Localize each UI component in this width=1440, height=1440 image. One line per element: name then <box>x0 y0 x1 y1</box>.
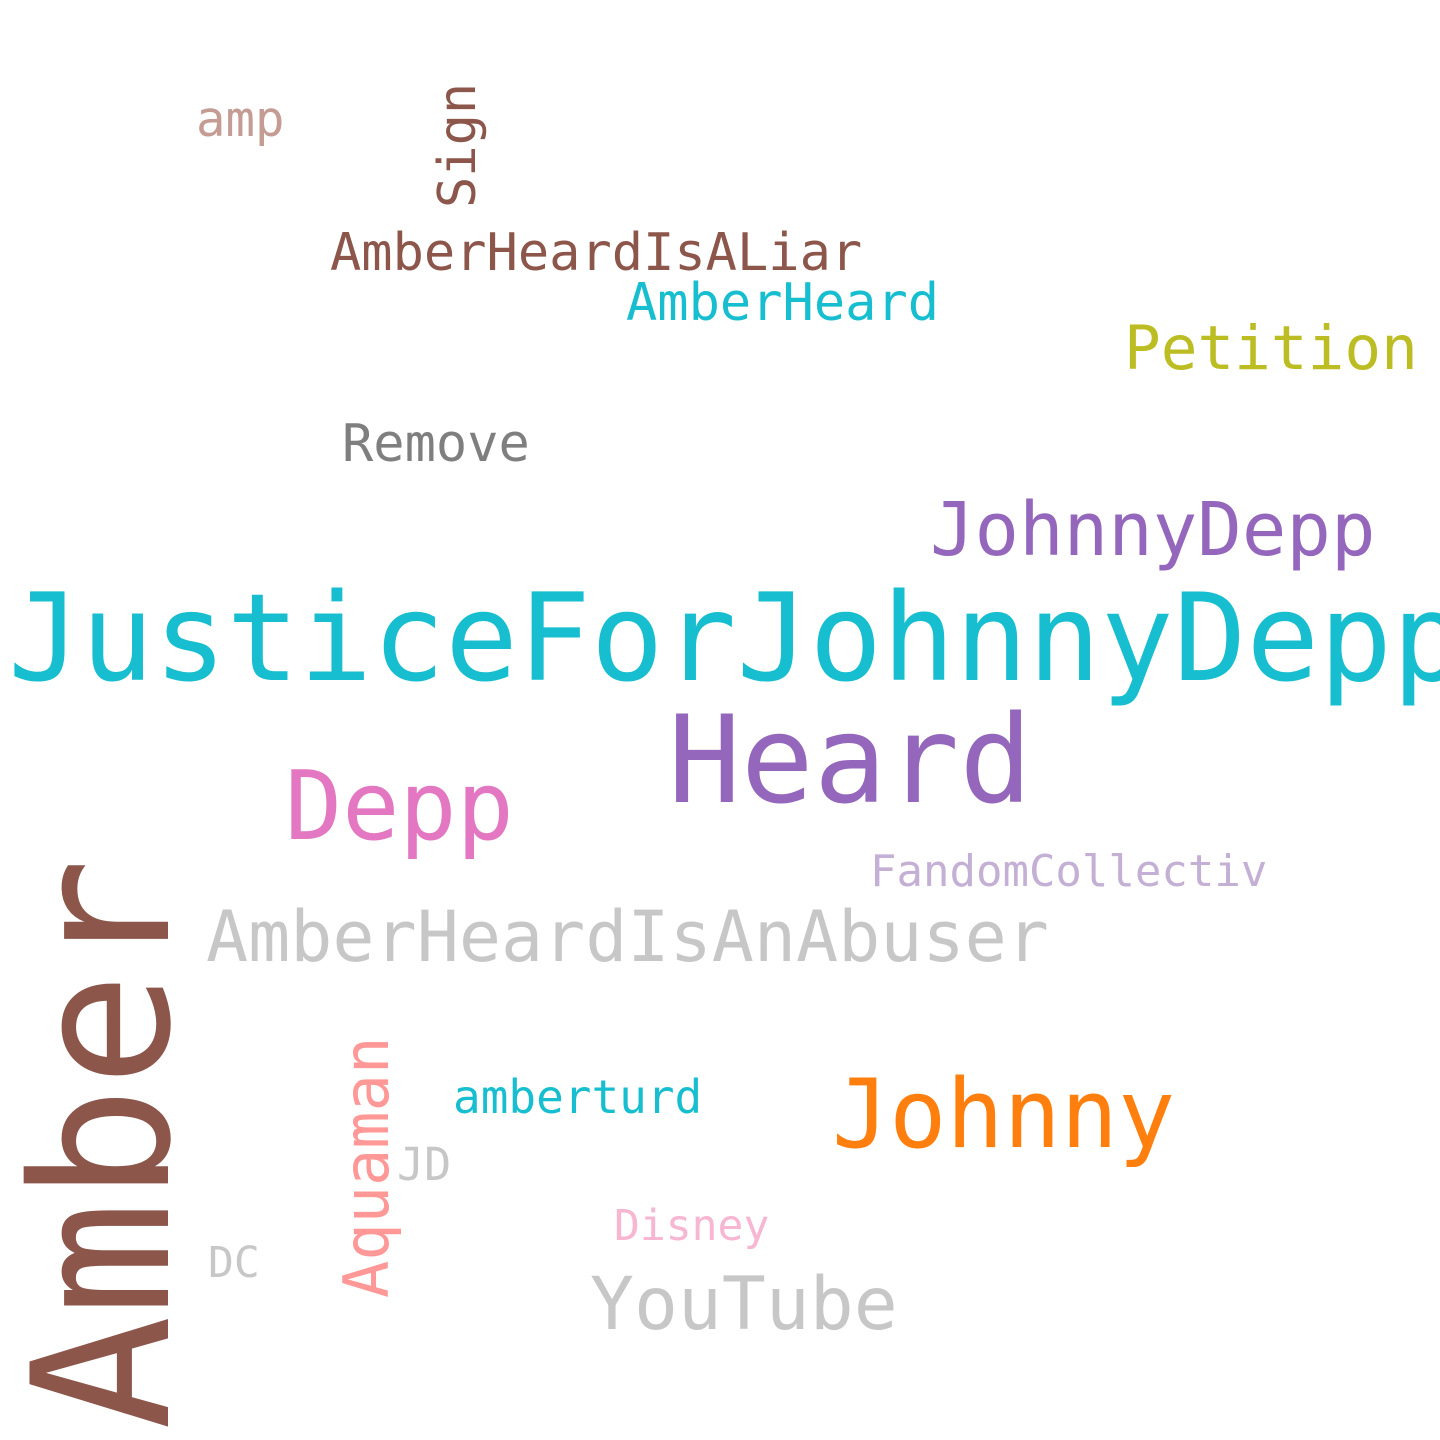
word-justiceforjohnnydepp: JusticeForJohnnyDepp <box>8 568 1440 709</box>
word-aquaman: Aquaman <box>330 1036 403 1298</box>
word-youtube: YouTube <box>590 1262 898 1347</box>
word-amp: amp <box>196 91 285 148</box>
word-depp: Depp <box>285 752 514 862</box>
word-johnnydepp: JohnnyDepp <box>930 487 1376 573</box>
word-disney: Disney <box>614 1201 770 1251</box>
word-amberturd: amberturd <box>453 1070 703 1124</box>
word-johnny: Johnny <box>832 1060 1176 1170</box>
word-remove: Remove <box>342 414 530 474</box>
word-heard: Heard <box>668 690 1033 831</box>
word-fandomcollectiv: FandomCollectiv <box>870 846 1268 897</box>
word-amberheardisaliar: AmberHeardIsALiar <box>330 223 863 283</box>
word-amberheardisanabuser: AmberHeardIsAnAbuser <box>206 896 1049 978</box>
word-petition: Petition <box>1124 313 1418 384</box>
word-amber: Amber <box>0 858 213 1430</box>
word-sign: Sign <box>428 82 488 208</box>
word-dc: DC <box>208 1238 260 1288</box>
word-jd: JD <box>397 1138 452 1191</box>
word-amberheard: AmberHeard <box>626 273 940 333</box>
